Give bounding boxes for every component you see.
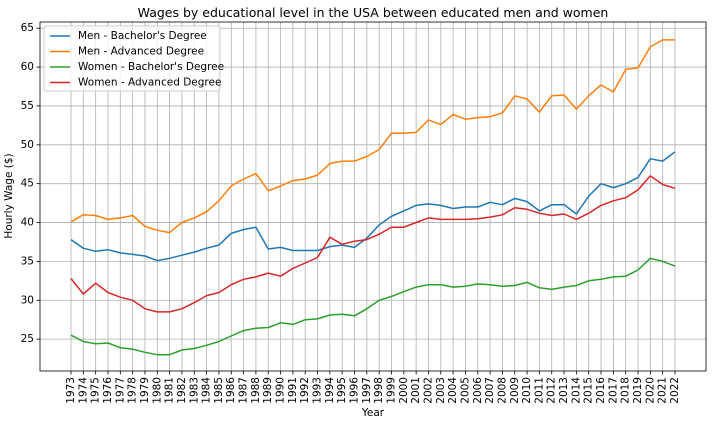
- x-tick-label: 2005: [459, 377, 471, 404]
- x-tick-label: 1999: [385, 377, 397, 404]
- series-line: [70, 151, 676, 262]
- x-tick-label: 1976: [102, 377, 114, 404]
- x-tick-label: 1996: [349, 377, 361, 404]
- series-line: [70, 257, 676, 356]
- x-tick-label: 1978: [127, 377, 139, 404]
- x-tick-label: 2022: [669, 377, 681, 404]
- x-tick-label: 2019: [632, 377, 644, 404]
- x-tick-label: 2015: [583, 377, 595, 404]
- plot-frame: [39, 21, 707, 372]
- x-tick-label: 2008: [496, 377, 508, 404]
- x-axis: 1973 1974 1975 1976 1977 1978 1979 1980 1981 1982…: [65, 371, 681, 404]
- x-tick-label: 1979: [139, 377, 151, 404]
- x-tick-label: 2001: [410, 377, 422, 404]
- y-tick-label: 30: [21, 294, 34, 306]
- y-tick-label: 60: [21, 61, 34, 73]
- x-tick-label: 2004: [447, 377, 459, 404]
- x-tick-label: 1983: [188, 377, 200, 404]
- legend-label: Men - Advanced Degree: [78, 46, 204, 58]
- x-tick-label: 1998: [373, 377, 385, 404]
- x-tick-label: 2018: [620, 377, 632, 404]
- x-tick-label: 1994: [324, 377, 336, 404]
- legend: Men - Bachelor's Degree Men - Advanced De…: [43, 25, 224, 92]
- x-tick-label: 1984: [201, 377, 213, 404]
- x-tick-label: 2011: [533, 377, 545, 404]
- x-tick-label: 1985: [213, 377, 225, 404]
- x-tick-label: 1988: [250, 377, 262, 404]
- y-axis-label: Hourly Wage ($): [3, 153, 15, 238]
- x-tick-label: 1997: [361, 377, 373, 404]
- x-tick-label: 2009: [509, 377, 521, 404]
- y-tick-label: 45: [21, 178, 34, 190]
- y-tick-label: 25: [21, 333, 34, 345]
- legend-label: Men - Bachelor's Degree: [78, 30, 207, 42]
- x-tick-label: 2014: [570, 377, 582, 404]
- y-tick-label: 40: [21, 217, 34, 229]
- x-tick-label: 2006: [472, 377, 484, 404]
- x-tick-label: 2021: [657, 377, 669, 404]
- y-tick-label: 35: [21, 255, 34, 267]
- x-tick-label: 2012: [546, 377, 558, 404]
- y-tick-label: 65: [21, 22, 34, 34]
- series-lines: [70, 39, 676, 356]
- x-tick-label: 2003: [435, 377, 447, 404]
- x-tick-label: 1987: [238, 377, 250, 404]
- x-tick-label: 1986: [225, 377, 237, 404]
- x-tick-label: 1995: [336, 377, 348, 404]
- x-tick-label: 1991: [287, 377, 299, 404]
- x-tick-label: 1989: [262, 377, 274, 404]
- x-tick-label: 1974: [77, 377, 89, 404]
- x-tick-label: 2013: [558, 377, 570, 404]
- x-tick-label: 2000: [398, 377, 410, 404]
- x-tick-label: 2007: [484, 377, 496, 404]
- x-tick-label: 1982: [176, 377, 188, 404]
- y-tick-label: 50: [21, 139, 34, 151]
- x-tick-label: 2010: [521, 377, 533, 404]
- x-tick-label: 1993: [312, 377, 324, 404]
- legend-label: Women - Advanced Degree: [78, 77, 221, 89]
- x-tick-label: 2017: [607, 377, 619, 404]
- x-tick-label: 1980: [151, 377, 163, 404]
- x-tick-label: 1990: [275, 377, 287, 404]
- legend-box: [43, 25, 221, 92]
- chart-title: Wages by educational level in the USA be…: [138, 5, 609, 20]
- x-tick-label: 1975: [90, 377, 102, 404]
- series-line: [70, 175, 676, 313]
- x-tick-label: 1981: [164, 377, 176, 404]
- x-tick-label: 2002: [422, 377, 434, 404]
- x-tick-label: 1977: [114, 377, 126, 404]
- series-line: [70, 39, 675, 234]
- x-axis-label: Year: [361, 407, 385, 419]
- x-tick-label: 2020: [644, 377, 656, 404]
- x-tick-label: 2016: [595, 377, 607, 404]
- x-tick-label: 1992: [299, 377, 311, 404]
- legend-label: Women - Bachelor's Degree: [78, 61, 224, 73]
- x-tick-label: 1973: [65, 377, 77, 404]
- y-tick-label: 55: [21, 100, 34, 112]
- y-axis: 25 30 35 40 45 50 55 60 65: [21, 22, 40, 345]
